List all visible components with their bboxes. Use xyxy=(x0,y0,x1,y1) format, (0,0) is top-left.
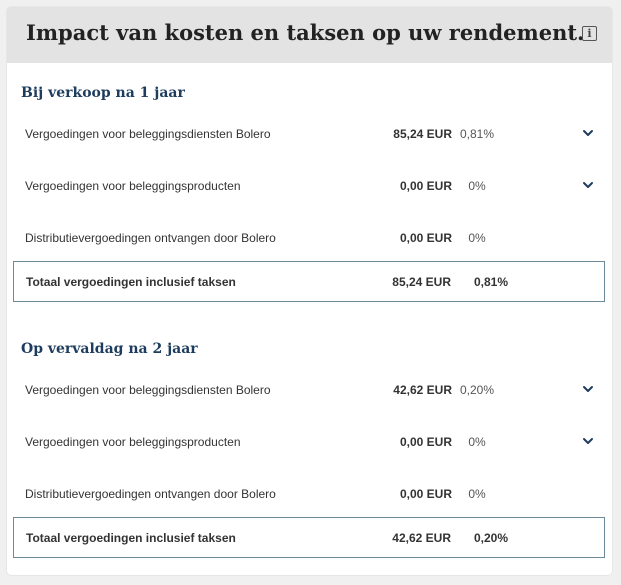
chevron-down-icon[interactable] xyxy=(581,382,595,396)
row-label: Vergoedingen voor beleggingsdiensten Bol… xyxy=(25,127,271,141)
chevron-down-icon[interactable] xyxy=(581,126,595,140)
row-percentage: 0% xyxy=(468,487,486,501)
panel-header: Impact van kosten en taksen op uw rendem… xyxy=(7,7,612,63)
section-title: Bij verkoop na 1 jaar xyxy=(21,85,185,101)
total-amount: 85,24 EUR xyxy=(392,275,451,289)
row-amount: 0,00 EUR xyxy=(399,231,452,245)
row-label: Vergoedingen voor beleggingsproducten xyxy=(25,179,241,193)
total-row: Totaal vergoedingen inclusief taksen 42,… xyxy=(13,517,605,558)
total-label: Totaal vergoedingen inclusief taksen xyxy=(26,531,236,545)
row-percentage: 0% xyxy=(468,231,486,245)
total-percentage: 0,20% xyxy=(473,531,509,545)
total-amount: 42,62 EUR xyxy=(392,531,451,545)
fee-row-distribution: Distributievergoedingen ontvangen door B… xyxy=(7,228,612,248)
row-amount: 42,62 EUR xyxy=(393,383,452,397)
row-percentage: 0,20% xyxy=(459,383,495,397)
row-label: Distributievergoedingen ontvangen door B… xyxy=(25,231,276,245)
row-amount: 0,00 EUR xyxy=(399,487,452,501)
row-amount: 0,00 EUR xyxy=(399,435,452,449)
fee-row-investment-products: Vergoedingen voor beleggingsproducten 0,… xyxy=(7,176,612,196)
fee-row-distribution: Distributievergoedingen ontvangen door B… xyxy=(7,484,612,504)
chevron-down-icon[interactable] xyxy=(581,434,595,448)
total-percentage: 0,81% xyxy=(473,275,509,289)
section-title: Op vervaldag na 2 jaar xyxy=(21,341,198,357)
total-label: Totaal vergoedingen inclusief taksen xyxy=(26,275,236,289)
info-icon[interactable]: i xyxy=(582,26,597,41)
fee-row-investment-services: Vergoedingen voor beleggingsdiensten Bol… xyxy=(7,124,612,144)
row-label: Distributievergoedingen ontvangen door B… xyxy=(25,487,276,501)
row-amount: 85,24 EUR xyxy=(393,127,452,141)
row-percentage: 0,81% xyxy=(459,127,495,141)
row-label: Vergoedingen voor beleggingsproducten xyxy=(25,435,241,449)
fee-row-investment-services: Vergoedingen voor beleggingsdiensten Bol… xyxy=(7,380,612,400)
row-amount: 0,00 EUR xyxy=(399,179,452,193)
cost-impact-panel: Impact van kosten en taksen op uw rendem… xyxy=(7,7,612,575)
panel-title: Impact van kosten en taksen op uw rendem… xyxy=(26,20,585,45)
total-row: Totaal vergoedingen inclusief taksen 85,… xyxy=(13,261,605,302)
chevron-down-icon[interactable] xyxy=(581,178,595,192)
row-label: Vergoedingen voor beleggingsdiensten Bol… xyxy=(25,383,271,397)
fee-row-investment-products: Vergoedingen voor beleggingsproducten 0,… xyxy=(7,432,612,452)
row-percentage: 0% xyxy=(468,435,486,449)
row-percentage: 0% xyxy=(468,179,486,193)
